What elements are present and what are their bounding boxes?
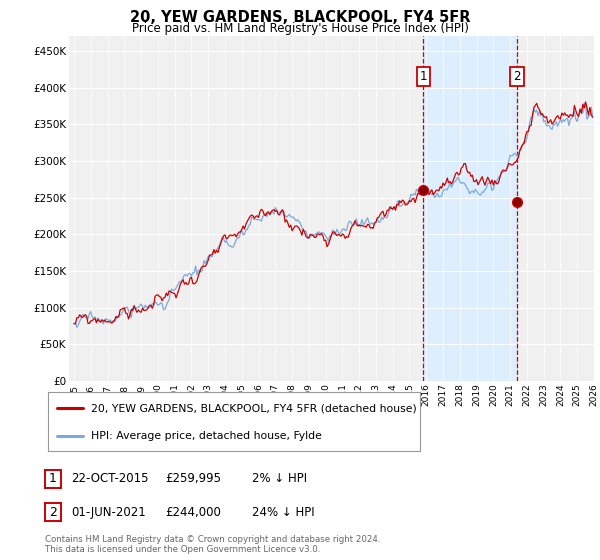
Text: 2% ↓ HPI: 2% ↓ HPI [252,472,307,486]
Text: 1: 1 [420,70,427,83]
Text: Contains HM Land Registry data © Crown copyright and database right 2024.
This d: Contains HM Land Registry data © Crown c… [45,535,380,554]
Text: 20, YEW GARDENS, BLACKPOOL, FY4 5FR (detached house): 20, YEW GARDENS, BLACKPOOL, FY4 5FR (det… [91,403,416,413]
Text: Price paid vs. HM Land Registry's House Price Index (HPI): Price paid vs. HM Land Registry's House … [131,22,469,35]
Text: 01-JUN-2021: 01-JUN-2021 [71,506,146,519]
Text: 24% ↓ HPI: 24% ↓ HPI [252,506,314,519]
Text: 1: 1 [49,472,57,486]
Text: 2: 2 [49,506,57,519]
Text: 20, YEW GARDENS, BLACKPOOL, FY4 5FR: 20, YEW GARDENS, BLACKPOOL, FY4 5FR [130,10,470,25]
Text: £244,000: £244,000 [165,506,221,519]
Text: 2: 2 [514,70,521,83]
Text: 22-OCT-2015: 22-OCT-2015 [71,472,148,486]
Text: £259,995: £259,995 [165,472,221,486]
Text: HPI: Average price, detached house, Fylde: HPI: Average price, detached house, Fyld… [91,431,322,441]
Bar [424,36,517,381]
